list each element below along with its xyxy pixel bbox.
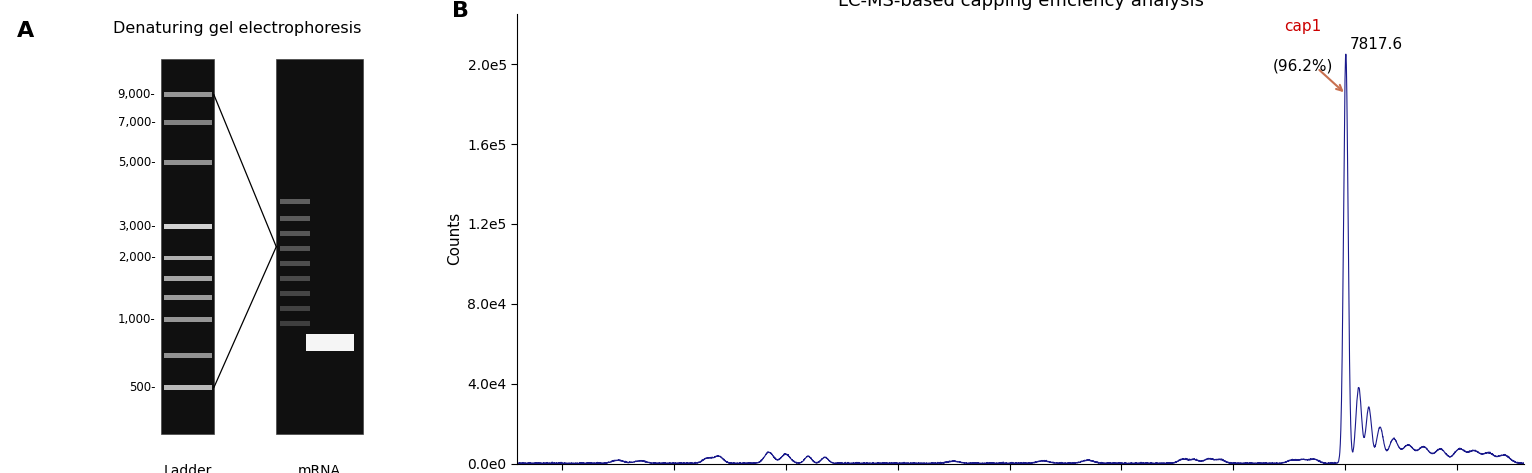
Text: 7817.6: 7817.6	[1350, 36, 1403, 52]
Bar	[280, 262, 309, 266]
Text: cap1: cap1	[1284, 19, 1322, 34]
Bar	[280, 216, 309, 221]
Bar	[164, 255, 211, 261]
Text: mRNA: mRNA	[297, 464, 342, 473]
Bar	[306, 334, 354, 351]
Y-axis label: Counts: Counts	[447, 212, 461, 265]
Bar	[164, 317, 211, 323]
Bar	[280, 200, 309, 204]
Bar	[164, 121, 211, 125]
Text: 2,000-: 2,000-	[118, 252, 155, 264]
Bar	[164, 92, 211, 97]
Text: A: A	[17, 21, 35, 41]
Bar	[164, 295, 211, 300]
Bar	[276, 59, 363, 434]
Bar	[280, 291, 309, 296]
Bar	[280, 307, 309, 311]
Bar	[280, 231, 309, 236]
Bar	[164, 385, 211, 390]
Text: B: B	[452, 1, 469, 21]
Text: Ladder: Ladder	[164, 464, 211, 473]
Bar	[161, 59, 214, 434]
Title: LC-MS-based capping efficiency analysis: LC-MS-based capping efficiency analysis	[838, 0, 1204, 10]
Text: 1,000-: 1,000-	[118, 314, 155, 326]
Bar	[164, 160, 211, 165]
Text: 5,000-: 5,000-	[118, 156, 155, 169]
Text: 9,000-: 9,000-	[118, 88, 155, 101]
Text: 7,000-: 7,000-	[118, 116, 155, 130]
Bar	[164, 276, 211, 281]
Text: 500-: 500-	[129, 381, 155, 394]
Bar	[164, 353, 211, 358]
Bar	[280, 276, 309, 281]
Text: Denaturing gel electrophoresis: Denaturing gel electrophoresis	[113, 21, 362, 36]
Bar	[280, 321, 309, 326]
Bar	[280, 246, 309, 251]
Text: 3,000-: 3,000-	[118, 219, 155, 233]
Text: (96.2%): (96.2%)	[1273, 58, 1333, 73]
Bar	[164, 224, 211, 228]
